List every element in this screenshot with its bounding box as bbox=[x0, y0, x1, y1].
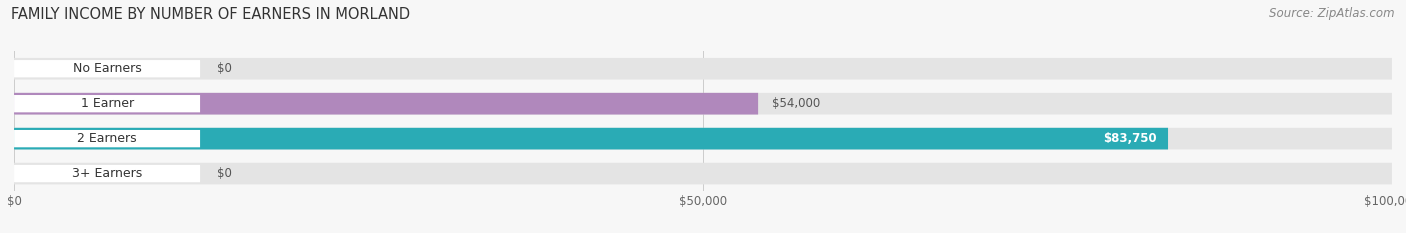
Text: 3+ Earners: 3+ Earners bbox=[72, 167, 142, 180]
Text: FAMILY INCOME BY NUMBER OF EARNERS IN MORLAND: FAMILY INCOME BY NUMBER OF EARNERS IN MO… bbox=[11, 7, 411, 22]
Text: $0: $0 bbox=[217, 62, 232, 75]
FancyBboxPatch shape bbox=[14, 163, 1392, 185]
FancyBboxPatch shape bbox=[14, 95, 200, 112]
Text: $0: $0 bbox=[217, 167, 232, 180]
FancyBboxPatch shape bbox=[14, 60, 200, 77]
FancyBboxPatch shape bbox=[14, 165, 200, 182]
FancyBboxPatch shape bbox=[14, 93, 758, 115]
Text: Source: ZipAtlas.com: Source: ZipAtlas.com bbox=[1270, 7, 1395, 20]
Text: $83,750: $83,750 bbox=[1104, 132, 1157, 145]
FancyBboxPatch shape bbox=[14, 130, 200, 147]
Text: 1 Earner: 1 Earner bbox=[80, 97, 134, 110]
FancyBboxPatch shape bbox=[14, 128, 1168, 150]
FancyBboxPatch shape bbox=[14, 93, 1392, 115]
Text: No Earners: No Earners bbox=[73, 62, 142, 75]
FancyBboxPatch shape bbox=[14, 128, 1392, 150]
Text: 2 Earners: 2 Earners bbox=[77, 132, 136, 145]
Text: $54,000: $54,000 bbox=[772, 97, 820, 110]
FancyBboxPatch shape bbox=[14, 58, 1392, 80]
